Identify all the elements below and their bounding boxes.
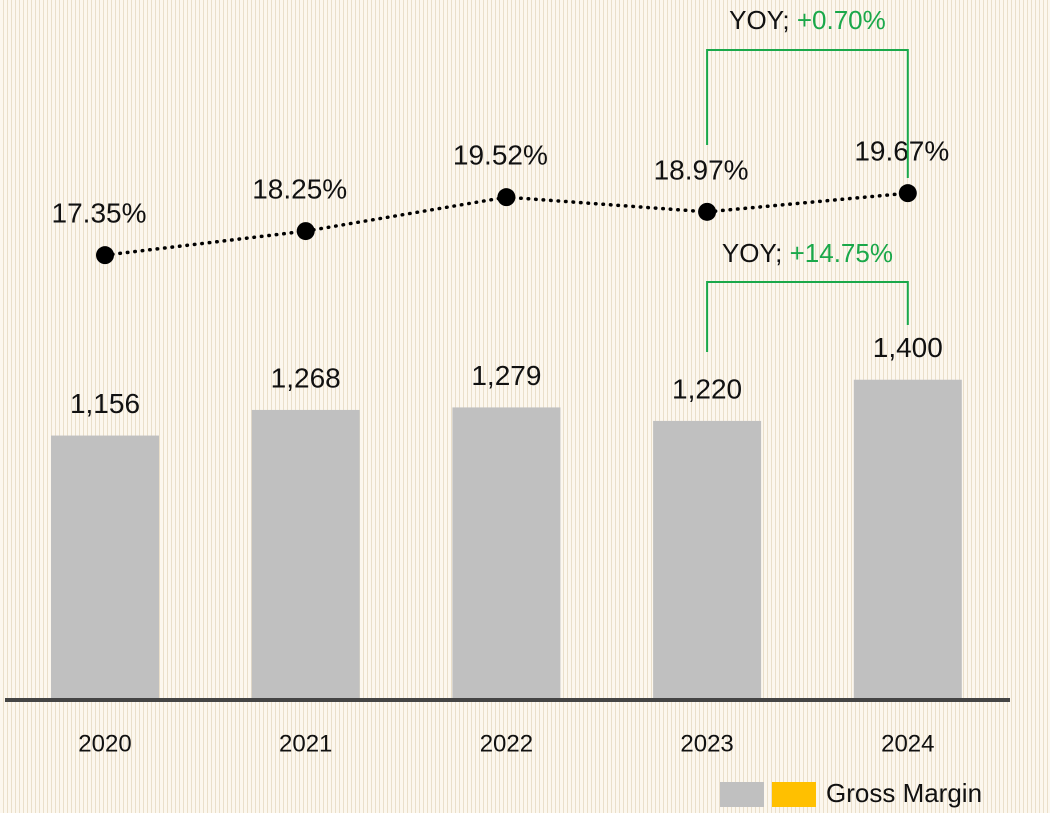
bar-value-label: 1,279 bbox=[471, 360, 541, 391]
line-value-label: 17.35% bbox=[52, 198, 147, 229]
line-point bbox=[96, 246, 114, 265]
bar-value-label: 1,268 bbox=[271, 362, 341, 393]
yoy-prefix: YOY; bbox=[729, 5, 797, 35]
x-tick-label: 2022 bbox=[480, 730, 533, 757]
yoy-label: YOY; +0.70% bbox=[729, 5, 886, 35]
bar bbox=[853, 379, 962, 700]
line-point bbox=[698, 202, 717, 221]
x-tick-label: 2020 bbox=[78, 730, 131, 757]
yoy-label: YOY; +14.75% bbox=[722, 238, 893, 268]
x-tick-label: 2024 bbox=[881, 730, 934, 757]
bar-value-label: 1,156 bbox=[70, 388, 140, 419]
yoy-bracket bbox=[706, 281, 909, 352]
line-value-label: 18.25% bbox=[252, 173, 347, 204]
x-tick-label: 2021 bbox=[279, 730, 332, 757]
bar bbox=[653, 420, 762, 700]
legend-label: Gross Margin bbox=[826, 778, 982, 808]
line-point bbox=[497, 188, 516, 207]
bar bbox=[51, 435, 159, 700]
yoy-bracket bbox=[706, 49, 909, 178]
x-tick-label: 2023 bbox=[680, 730, 733, 757]
yoy-change: +14.75% bbox=[790, 238, 893, 268]
bar bbox=[452, 407, 561, 700]
legend-swatch bbox=[772, 782, 816, 807]
line-value-label: 19.52% bbox=[453, 140, 548, 171]
yoy-prefix: YOY; bbox=[722, 238, 790, 268]
line-point bbox=[898, 184, 917, 203]
legend-swatch bbox=[720, 782, 764, 807]
line-value-label: 18.97% bbox=[654, 154, 749, 185]
line-value-label: 19.67% bbox=[854, 136, 949, 167]
bar-value-label: 1,400 bbox=[873, 332, 943, 363]
bar bbox=[251, 409, 360, 700]
line-point bbox=[296, 222, 315, 241]
bar-value-label: 1,220 bbox=[672, 373, 742, 404]
yoy-change: +0.70% bbox=[797, 5, 886, 35]
